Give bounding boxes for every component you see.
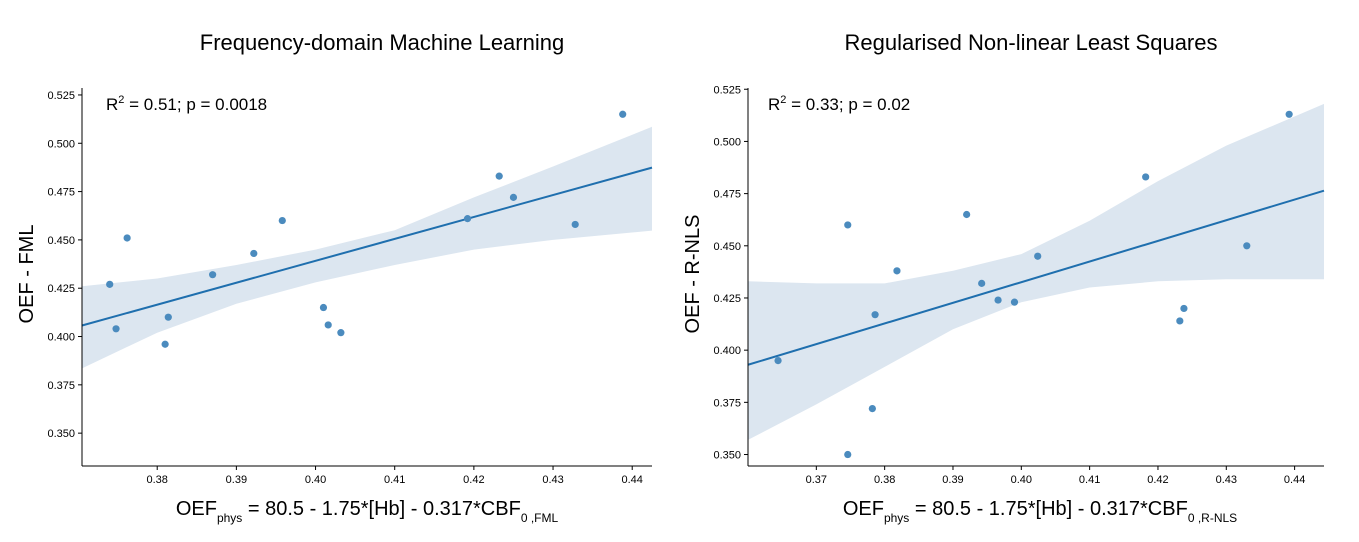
data-point: [278, 216, 286, 225]
data-point: [250, 249, 258, 258]
y-tick-label: 0.375: [713, 397, 741, 409]
data-point: [619, 110, 627, 118]
stats-annotation: R2 = 0.51; p = 0.0018: [106, 94, 267, 114]
y-axis-label: OEF - R-NLS: [682, 215, 704, 334]
y-tick-label: 0.475: [47, 187, 75, 199]
data-point: [844, 221, 852, 229]
fit-line-group: [81, 166, 653, 327]
panel-rnls: Regularised Non-linear Least Squares 0.3…: [682, 30, 1325, 525]
x-axis-label: OEFphys = 80.5 - 1.75*[Hb] - 0.317*CBF0 …: [176, 498, 559, 525]
x-tick-label: 0.42: [1147, 474, 1168, 486]
stats-annotation: R2 = 0.33; p = 0.02: [768, 94, 910, 114]
data-point: [994, 296, 1002, 304]
y-tick-label: 0.525: [47, 90, 75, 102]
regression-line: [747, 189, 1325, 366]
data-point: [1176, 317, 1184, 325]
data-point: [1180, 304, 1188, 313]
data-point: [106, 280, 114, 288]
data-point: [509, 193, 518, 201]
axes-group: 0.350 0.375 0.400 0.425 0.450 0.475 0.500 0.525…: [713, 84, 1324, 486]
data-point: [209, 271, 217, 279]
data-point: [123, 234, 131, 242]
x-tick-label: 0.40: [1011, 474, 1032, 486]
x-axis-label: OEFphys = 80.5 - 1.75*[Hb] - 0.317*CBF0 …: [843, 498, 1237, 525]
x-tick-label: 0.44: [1284, 474, 1305, 486]
y-axis-label: OEF - FML: [16, 225, 38, 324]
data-point: [319, 303, 328, 312]
x-tick-label: 0.41: [384, 474, 405, 486]
data-point: [893, 267, 901, 275]
y-tick-label: 0.425: [47, 283, 75, 295]
panel-fml: Frequency-domain Machine Learning 0.3500…: [16, 30, 653, 525]
x-tick-label: 0.43: [542, 474, 563, 486]
axes-group: 0.350 0.375 0.400 0.425 0.450 0.475 0.500 0.525…: [47, 88, 652, 486]
data-point: [1243, 242, 1251, 250]
data-point: [571, 220, 579, 229]
points-group: [106, 110, 627, 348]
chart-title: Regularised Non-linear Least Squares: [845, 30, 1218, 55]
data-point: [337, 329, 345, 337]
chart-title: Frequency-domain Machine Learning: [200, 30, 564, 55]
x-tick-label: 0.37: [806, 474, 827, 486]
x-tick-label: 0.39: [942, 474, 963, 486]
y-tick-label: 0.350: [47, 428, 75, 440]
ci-band-group: [748, 103, 1324, 440]
data-point: [978, 279, 986, 287]
y-tick-label: 0.525: [713, 84, 741, 96]
fit-line-group: [747, 189, 1325, 366]
y-tick-label: 0.425: [713, 293, 741, 305]
y-tick-label: 0.450: [47, 235, 75, 247]
y-tick-label: 0.400: [47, 332, 75, 344]
data-point: [161, 340, 169, 348]
data-point: [774, 356, 782, 365]
regression-line: [81, 166, 653, 327]
data-point: [963, 210, 971, 219]
x-tick-label: 0.42: [463, 474, 484, 486]
y-tick-label: 0.350: [713, 450, 741, 462]
y-tick-label: 0.400: [713, 345, 741, 357]
data-point: [1010, 298, 1019, 306]
x-tick-label: 0.41: [1079, 474, 1100, 486]
y-tick-label: 0.450: [713, 241, 741, 253]
data-point: [1034, 252, 1042, 260]
data-point: [844, 450, 852, 459]
data-point: [495, 172, 503, 180]
x-tick-label: 0.38: [874, 474, 895, 486]
x-tick-label: 0.43: [1216, 474, 1237, 486]
data-point: [1285, 110, 1293, 118]
x-tick-label: 0.39: [226, 474, 247, 486]
data-point: [463, 215, 472, 223]
x-tick-label: 0.44: [621, 474, 642, 486]
confidence-band: [748, 103, 1324, 440]
data-point: [164, 313, 172, 321]
y-tick-label: 0.500: [47, 138, 75, 150]
y-tick-label: 0.500: [713, 136, 741, 148]
data-point: [112, 325, 120, 333]
x-tick-label: 0.38: [146, 474, 167, 486]
y-tick-label: 0.375: [47, 380, 75, 392]
data-point: [324, 321, 332, 329]
data-point: [1142, 173, 1150, 181]
points-group: [774, 110, 1293, 459]
data-point: [871, 311, 879, 319]
x-tick-label: 0.40: [305, 474, 326, 486]
y-tick-label: 0.475: [713, 189, 741, 201]
data-point: [868, 405, 876, 413]
